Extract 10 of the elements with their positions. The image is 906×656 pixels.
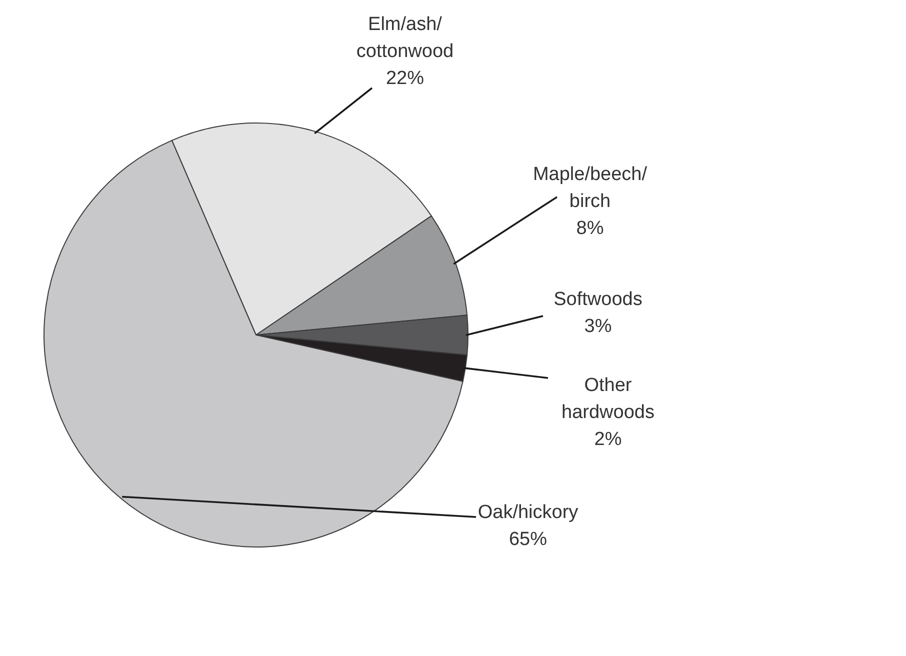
slice-label: Oak/hickory [478,502,579,524]
data-label: 22% [386,68,424,90]
slice-label: Elm/ash/cottonwood [356,14,454,62]
data-label: 3% [584,316,612,338]
data-label: 8% [576,218,604,240]
slice-label: Maple/beech/birch [532,164,648,212]
slice-label: Softwoods [554,289,642,310]
data-label: 2% [594,429,622,450]
data-label: 65% [508,529,548,550]
slice-label: Other hardwoods [562,375,654,424]
